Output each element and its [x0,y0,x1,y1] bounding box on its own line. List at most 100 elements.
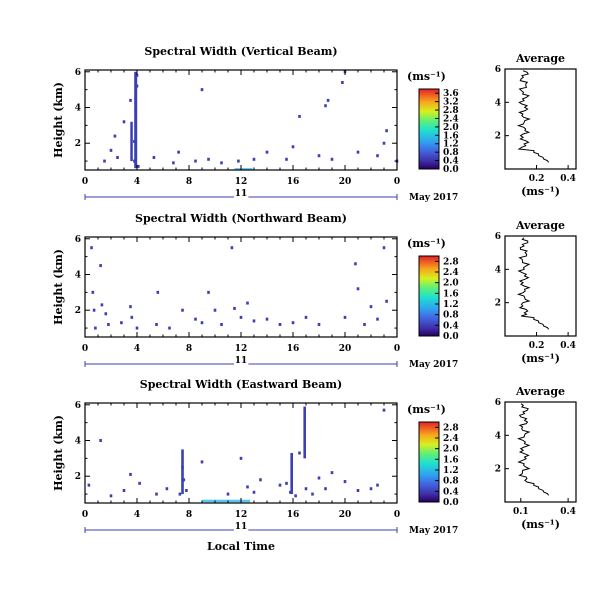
data-cell [220,323,223,326]
colorbar-tick-label: 1.6 [443,289,459,299]
average-y-tick-label: 4 [495,265,501,275]
x-tick-label: 4 [134,510,140,520]
data-cell [207,157,210,161]
data-cell [178,492,182,496]
colorbar-tick-label: 2.4 [443,268,459,278]
average-frame [504,68,577,170]
data-cell [165,487,169,491]
data-cell [265,317,269,321]
colorbar-unit: (ms⁻¹) [407,403,446,416]
colorbar-tick-label: 1.6 [443,131,459,141]
data-cell [138,481,141,485]
colorbar-unit: (ms⁻¹) [407,70,446,83]
data-cell [130,121,133,162]
x-tick-label: 0 [394,510,400,520]
data-cell [317,476,321,480]
data-cell [291,145,295,149]
data-cell [109,148,113,152]
chart-title: Spectral Width (Vertical Beam) [144,45,337,58]
data-cell [303,406,306,459]
data-cell [246,485,249,489]
colorbar-tick-label: 1.2 [443,466,459,476]
data-cell [168,326,171,330]
data-cell [285,157,288,161]
data-cell [233,306,236,310]
data-cell [311,492,314,496]
y-tick-label: 6 [75,68,81,78]
y-axis-label: Height (km) [52,249,65,325]
colorbar-tick-label: 3.2 [443,98,459,108]
data-cell [234,168,253,171]
plot-frame [84,236,398,338]
data-cell [294,494,297,498]
data-cell [356,150,360,154]
data-cell [194,159,197,163]
colorbar [418,255,440,337]
colorbar-tick-label: 1.2 [443,300,459,310]
data-cell [181,308,184,312]
data-cell [278,483,282,487]
colorbar-tick-label: 0.8 [443,311,459,321]
x-tick-label: 20 [339,177,352,187]
y-tick-label: 2 [75,139,81,149]
data-cell [200,88,204,92]
data-cell [354,262,357,266]
average-y-tick-label: 6 [495,232,501,242]
y-tick-label: 4 [75,104,81,114]
x-tick-label: 4 [134,344,140,354]
data-cell [194,317,197,321]
x-tick-label: 12 [235,344,248,354]
data-cell [172,161,175,165]
data-cell [202,499,250,503]
data-cell [252,490,256,494]
average-x-tick-label: 0.4 [560,341,576,351]
average-y-tick-label: 6 [495,398,501,408]
average-title: Average [515,52,565,65]
data-cell [298,114,301,118]
y-tick-label: 4 [75,437,81,447]
colorbar [418,421,440,503]
data-cell [103,159,106,163]
date-label: 11 [235,522,248,532]
x-tick-label: 20 [339,510,352,520]
data-cell [129,472,132,476]
data-cell [252,319,256,323]
data-cell [135,326,139,330]
date-month: May 2017 [409,193,458,203]
x-axis-label: Local Time [207,540,275,553]
colorbar-tick-label: 1.6 [443,455,459,465]
data-cell [317,154,321,158]
x-tick-label: 8 [186,510,192,520]
data-cell [298,451,301,455]
data-cell [382,246,386,250]
data-cell [330,471,334,475]
data-cell [304,315,308,319]
data-cell [134,71,138,169]
y-axis-label: Height (km) [52,415,65,491]
data-cell [129,305,132,309]
y-axis-label: Height (km) [52,82,65,158]
average-x-tick-label: 0.1 [513,507,529,517]
data-cell [156,290,160,294]
data-cell [385,299,388,303]
colorbar-tick-label: 2.8 [443,257,459,267]
data-cell [113,134,117,138]
x-tick-label: 8 [186,344,192,354]
data-cell [343,315,347,319]
data-cell [259,478,262,482]
data-cell [107,323,110,326]
data-cell [116,156,119,159]
data-cell [252,157,256,161]
data-cell [213,308,217,312]
data-cell [100,303,104,307]
average-frame [504,235,577,337]
data-cell [265,150,269,154]
colorbar-tick-label: 0.0 [443,165,459,175]
average-x-label: (ms⁻¹) [521,185,560,198]
average-profile [516,403,550,496]
data-cell [330,157,334,161]
data-cell [356,287,360,291]
date-label: 11 [235,356,248,366]
colorbar-tick-label: 2.8 [443,423,459,433]
